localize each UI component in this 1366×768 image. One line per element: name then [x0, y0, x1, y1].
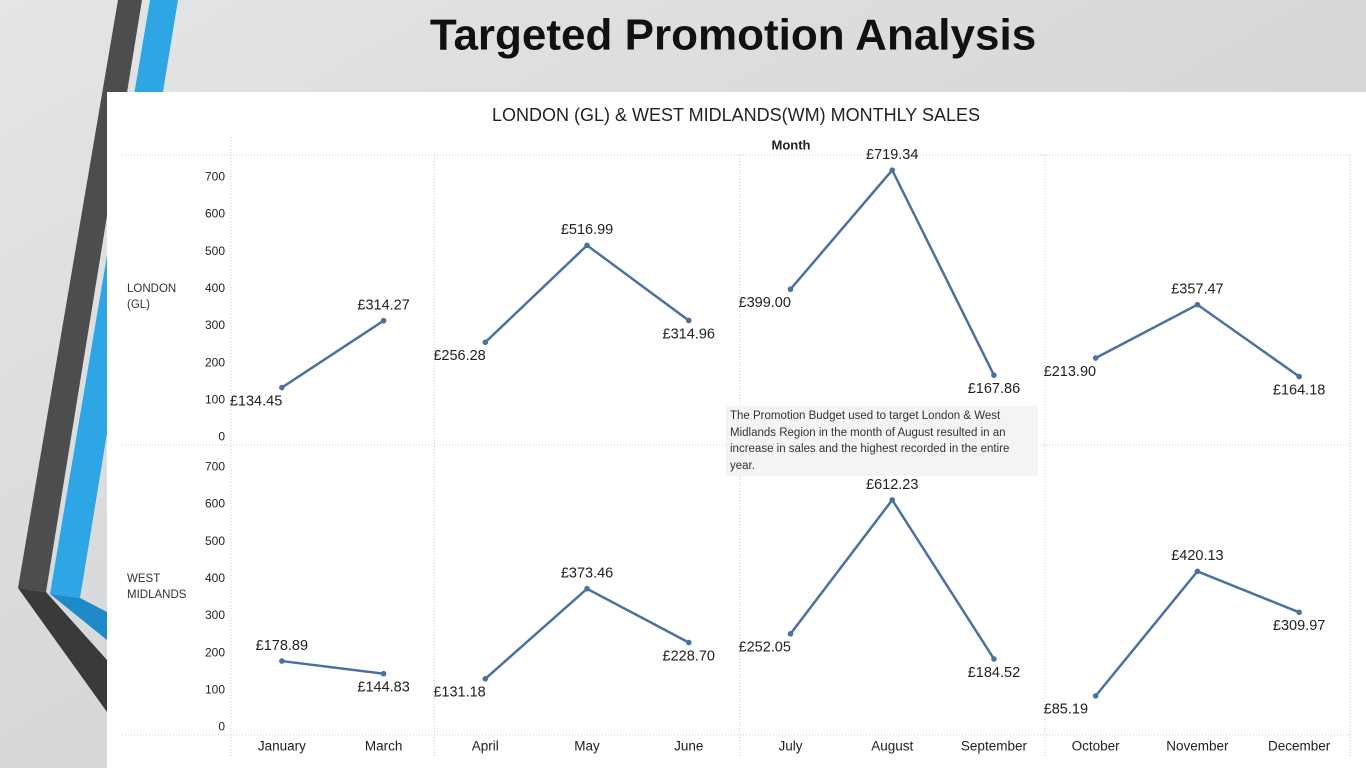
data-point	[584, 585, 590, 592]
annotation: The Promotion Budget used to target Lond…	[726, 406, 1038, 476]
data-point	[889, 497, 896, 503]
row-label-box: LONDON (GL)	[127, 282, 177, 311]
y-tick-label: 500	[205, 534, 225, 548]
annotation-box: The Promotion Budget used to target Lond…	[726, 406, 1038, 476]
data-label: £164.18	[1273, 382, 1325, 398]
data-label: £213.90	[1044, 364, 1096, 380]
data-label: £314.96	[663, 326, 715, 342]
data-label: £309.97	[1273, 618, 1325, 634]
y-tick-label: 0	[218, 720, 225, 734]
data-label: £256.28	[433, 348, 485, 364]
data-point	[787, 286, 794, 293]
data-point	[1194, 568, 1201, 575]
y-tick-label: 300	[205, 318, 225, 332]
x-tick-label: September	[961, 739, 1028, 754]
y-tick-label: 100	[205, 683, 225, 697]
data-point	[787, 631, 794, 637]
data-label: £184.52	[968, 665, 1020, 681]
data-label: £85.19	[1044, 702, 1088, 718]
data-label: £134.45	[230, 393, 282, 409]
data-label: £516.99	[561, 222, 613, 238]
x-tick-label: May	[574, 739, 600, 754]
y-tick-label: 600	[205, 207, 225, 221]
data-point	[1296, 609, 1302, 616]
data-point	[1092, 693, 1099, 699]
data-point	[889, 167, 896, 173]
data-point	[1194, 301, 1201, 308]
y-tick-label: 100	[205, 393, 225, 407]
stripe-lower-blue	[50, 594, 107, 640]
x-tick-label: June	[674, 739, 703, 754]
y-tick-label: 0	[218, 430, 225, 444]
data-label: £719.34	[866, 147, 918, 163]
data-label: £373.46	[561, 566, 613, 582]
data-label: £420.13	[1171, 548, 1223, 564]
data-label: £314.27	[357, 298, 409, 314]
x-tick-label: January	[258, 739, 306, 754]
data-point	[279, 658, 285, 664]
y-tick-label: 300	[205, 608, 225, 622]
data-label: £131.18	[433, 685, 485, 701]
data-point	[1296, 373, 1302, 380]
x-axis-title: Month	[772, 137, 811, 152]
data-label: £178.89	[256, 638, 308, 654]
data-point	[991, 656, 997, 662]
data-point	[380, 317, 387, 324]
row-label: LONDON (GL)	[127, 282, 177, 311]
x-tick-label: April	[472, 739, 499, 754]
y-tick-label: 600	[205, 497, 225, 511]
y-tick-label: 500	[205, 244, 225, 258]
plot-area: LONDON (GL) 0 100 200 300 400 500 600 700 £134.45…	[122, 137, 1351, 757]
data-point	[482, 675, 489, 682]
y-tick-label: 400	[205, 571, 225, 585]
x-tick-label: November	[1166, 739, 1229, 754]
data-label: £399.00	[739, 295, 791, 311]
series-line	[281, 319, 385, 389]
data-label: £612.23	[866, 477, 918, 493]
row-label: WEST MIDLANDS	[127, 572, 187, 601]
series-line	[281, 659, 384, 675]
stripe-lower	[18, 588, 107, 712]
y-tick-label: 700	[205, 169, 225, 183]
data-point	[685, 639, 692, 646]
row-label-box: WEST MIDLANDS	[127, 572, 187, 601]
data-point	[685, 317, 692, 324]
data-point	[991, 372, 997, 378]
x-tick-label: December	[1268, 739, 1331, 754]
data-point	[1092, 355, 1099, 361]
y-tick-label: 400	[205, 281, 225, 295]
y-tick-label: 200	[205, 645, 225, 659]
data-label: £228.70	[663, 648, 715, 664]
x-tick-label: October	[1072, 739, 1121, 754]
data-label: £252.05	[739, 640, 791, 656]
data-point	[279, 384, 285, 391]
chart-title: LONDON (GL) & WEST MIDLANDS(WM) MONTHLY …	[492, 105, 980, 125]
data-point	[584, 242, 590, 249]
x-tick-label: March	[365, 739, 403, 754]
x-tick-label: August	[871, 739, 913, 754]
y-tick-label: 700	[205, 459, 225, 473]
slide-title: Targeted Promotion Analysis	[430, 11, 1036, 60]
y-tick-label: 200	[205, 355, 225, 369]
data-point	[482, 339, 489, 346]
data-label: £357.47	[1171, 281, 1223, 297]
data-point	[380, 670, 387, 677]
data-label: £144.83	[357, 680, 409, 696]
x-tick-label: July	[778, 739, 802, 754]
data-label: £167.86	[968, 381, 1020, 397]
